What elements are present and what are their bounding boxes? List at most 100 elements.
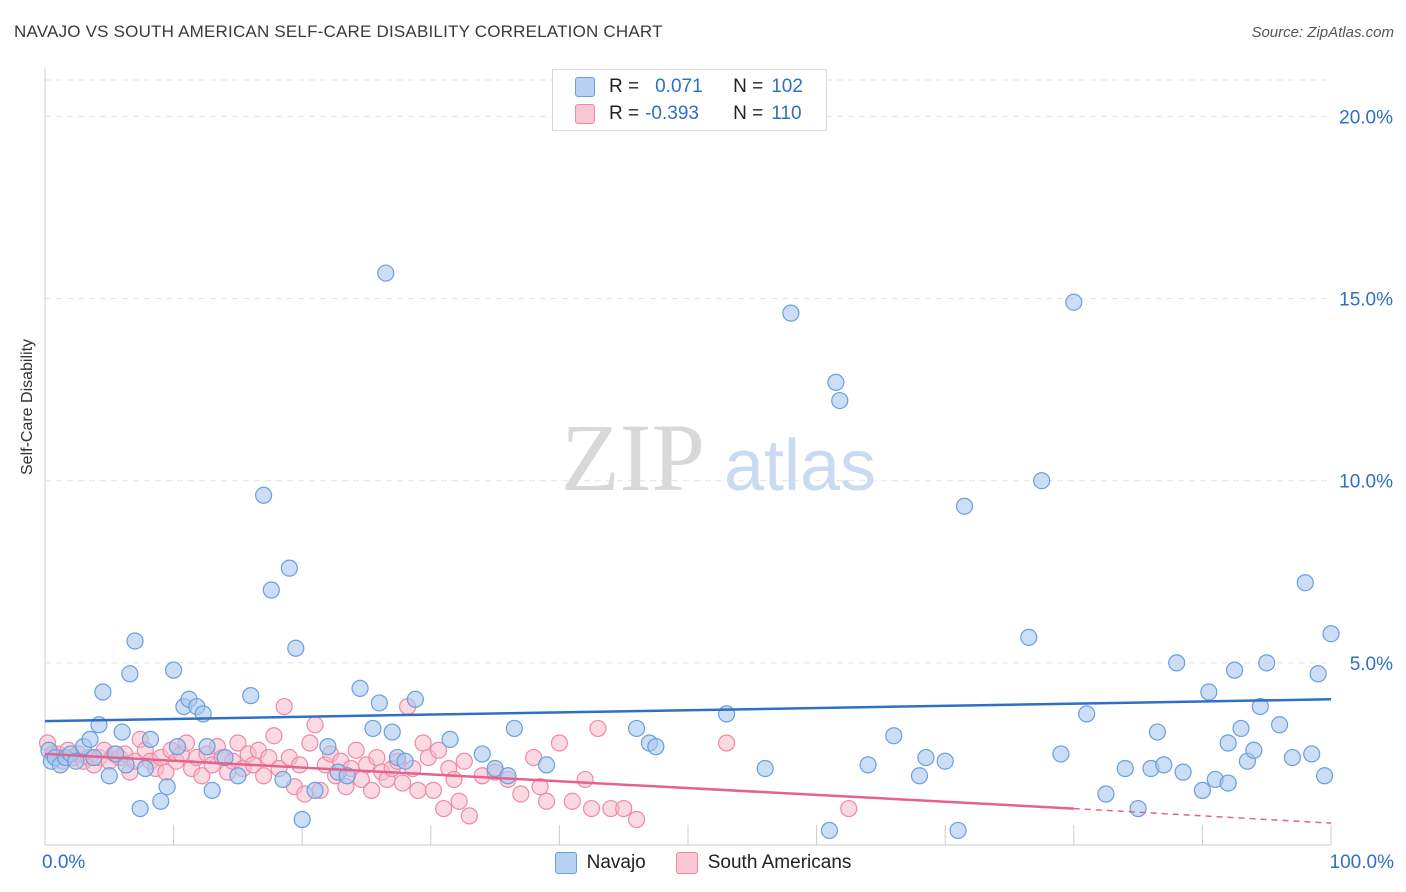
data-point-navajo	[486, 759, 504, 778]
legend-n-value-navajo: 102	[771, 76, 803, 97]
data-point-south-americans	[347, 741, 365, 759]
legend-r-label: R =	[609, 103, 640, 124]
data-point-south-americans	[525, 748, 543, 767]
data-point-south-americans	[563, 792, 581, 810]
data-point-navajo	[351, 679, 369, 697]
data-point-navajo	[1322, 625, 1340, 643]
data-point-south-americans	[424, 781, 442, 799]
data-point-south-americans	[576, 770, 594, 789]
y-tick-layer: 5.0% 10.0% 15.0% 20.0%	[1339, 107, 1393, 674]
data-point-navajo	[1200, 683, 1218, 701]
source-label: Source: ZipAtlas.com	[1251, 24, 1394, 41]
legend-box: R = 0.071 N = 102 R = -0.393 N = 110	[552, 69, 827, 131]
data-point-south-americans	[255, 767, 273, 785]
data-point-navajo	[94, 683, 112, 701]
bottom-legend: Navajo South Americans	[0, 852, 1406, 874]
data-point-navajo	[287, 639, 305, 657]
data-point-navajo	[537, 756, 556, 774]
bottom-legend-label-south-americans: South Americans	[707, 852, 852, 873]
data-point-navajo	[338, 767, 356, 785]
y-tick-label: 15.0%	[1339, 290, 1393, 311]
bottom-legend-swatch-navajo	[554, 852, 577, 874]
legend-swatch-navajo	[575, 77, 595, 97]
data-point-navajo	[1116, 759, 1134, 778]
data-point-navajo	[1251, 697, 1269, 716]
data-point-navajo	[1020, 628, 1038, 646]
data-point-south-americans	[229, 734, 247, 752]
legend-r-label: R =	[609, 76, 640, 97]
data-point-navajo	[827, 373, 845, 391]
data-point-south-americans	[840, 799, 858, 818]
data-point-navajo	[136, 759, 154, 778]
data-point-south-americans	[393, 774, 412, 792]
data-point-navajo	[473, 745, 491, 763]
data-point-south-americans	[460, 807, 478, 825]
data-point-navajo	[1283, 748, 1302, 767]
legend-row-navajo: R = 0.071 N = 102	[575, 76, 803, 98]
data-point-navajo	[831, 391, 849, 410]
bottom-legend-swatch-south-americans	[675, 852, 698, 874]
data-point-navajo	[917, 748, 935, 767]
legend-n-label: N =	[733, 103, 764, 124]
data-point-navajo	[1078, 705, 1096, 723]
data-point-navajo	[1309, 665, 1327, 683]
data-point-south-americans	[582, 799, 601, 818]
data-point-south-americans	[291, 756, 309, 774]
data-point-navajo	[364, 719, 382, 738]
data-point-navajo	[152, 792, 170, 810]
data-point-navajo	[229, 767, 247, 785]
data-point-navajo	[820, 821, 839, 840]
trend-line-navajo	[44, 698, 1332, 723]
data-point-navajo	[113, 723, 131, 741]
legend-r-value-navajo: 0.071	[655, 76, 703, 97]
data-point-navajo	[1168, 654, 1186, 672]
watermark-zip: ZIP	[561, 404, 705, 511]
data-point-south-americans	[550, 734, 569, 752]
data-point-south-americans	[531, 778, 549, 796]
data-point-navajo	[1193, 781, 1212, 799]
data-point-navajo	[293, 810, 311, 829]
grid-layer	[44, 68, 1332, 846]
bottom-legend-label-navajo: Navajo	[586, 852, 646, 873]
data-point-south-americans	[409, 781, 427, 799]
data-point-navajo	[280, 559, 298, 577]
data-point-navajo	[126, 632, 144, 650]
data-point-navajo	[1219, 774, 1237, 792]
data-point-navajo	[255, 486, 273, 504]
data-point-navajo	[859, 756, 877, 774]
data-point-navajo	[1155, 756, 1173, 774]
data-point-navajo	[1296, 574, 1314, 592]
data-point-south-americans	[589, 719, 607, 738]
data-point-navajo	[100, 767, 118, 785]
y-tick-label: 5.0%	[1350, 654, 1393, 675]
data-point-navajo	[131, 799, 149, 818]
points-layer	[38, 264, 1340, 840]
data-point-south-americans	[368, 748, 386, 767]
data-point-south-americans	[717, 734, 736, 752]
data-point-navajo	[306, 781, 324, 799]
data-point-navajo	[377, 264, 395, 282]
data-point-navajo	[396, 752, 414, 770]
data-point-navajo	[216, 748, 234, 767]
bottom-legend-south-americans: South Americans	[675, 852, 852, 874]
data-point-south-americans	[445, 770, 463, 789]
x-tick-label-max: 100.0%	[1329, 852, 1394, 873]
legend-n-value-south-americans: 110	[771, 103, 802, 124]
data-point-navajo	[81, 730, 99, 748]
legend-n-label: N =	[733, 76, 764, 97]
data-point-south-americans	[537, 792, 556, 810]
data-point-navajo	[1245, 741, 1263, 759]
data-point-navajo	[1225, 661, 1244, 679]
data-point-navajo	[1129, 799, 1147, 818]
data-point-navajo	[885, 727, 903, 745]
data-point-navajo	[121, 665, 139, 683]
x-tick-label-min: 0.0%	[42, 852, 86, 873]
data-point-navajo	[647, 738, 665, 756]
data-point-navajo	[949, 821, 967, 840]
y-tick-label: 20.0%	[1339, 107, 1393, 128]
data-point-navajo	[910, 767, 929, 785]
data-point-navajo	[1270, 716, 1289, 734]
trend-line-south-americans	[44, 752, 1074, 810]
data-point-navajo	[158, 778, 176, 796]
chart-title: NAVAJO VS SOUTH AMERICAN SELF-CARE DISAB…	[14, 22, 663, 41]
